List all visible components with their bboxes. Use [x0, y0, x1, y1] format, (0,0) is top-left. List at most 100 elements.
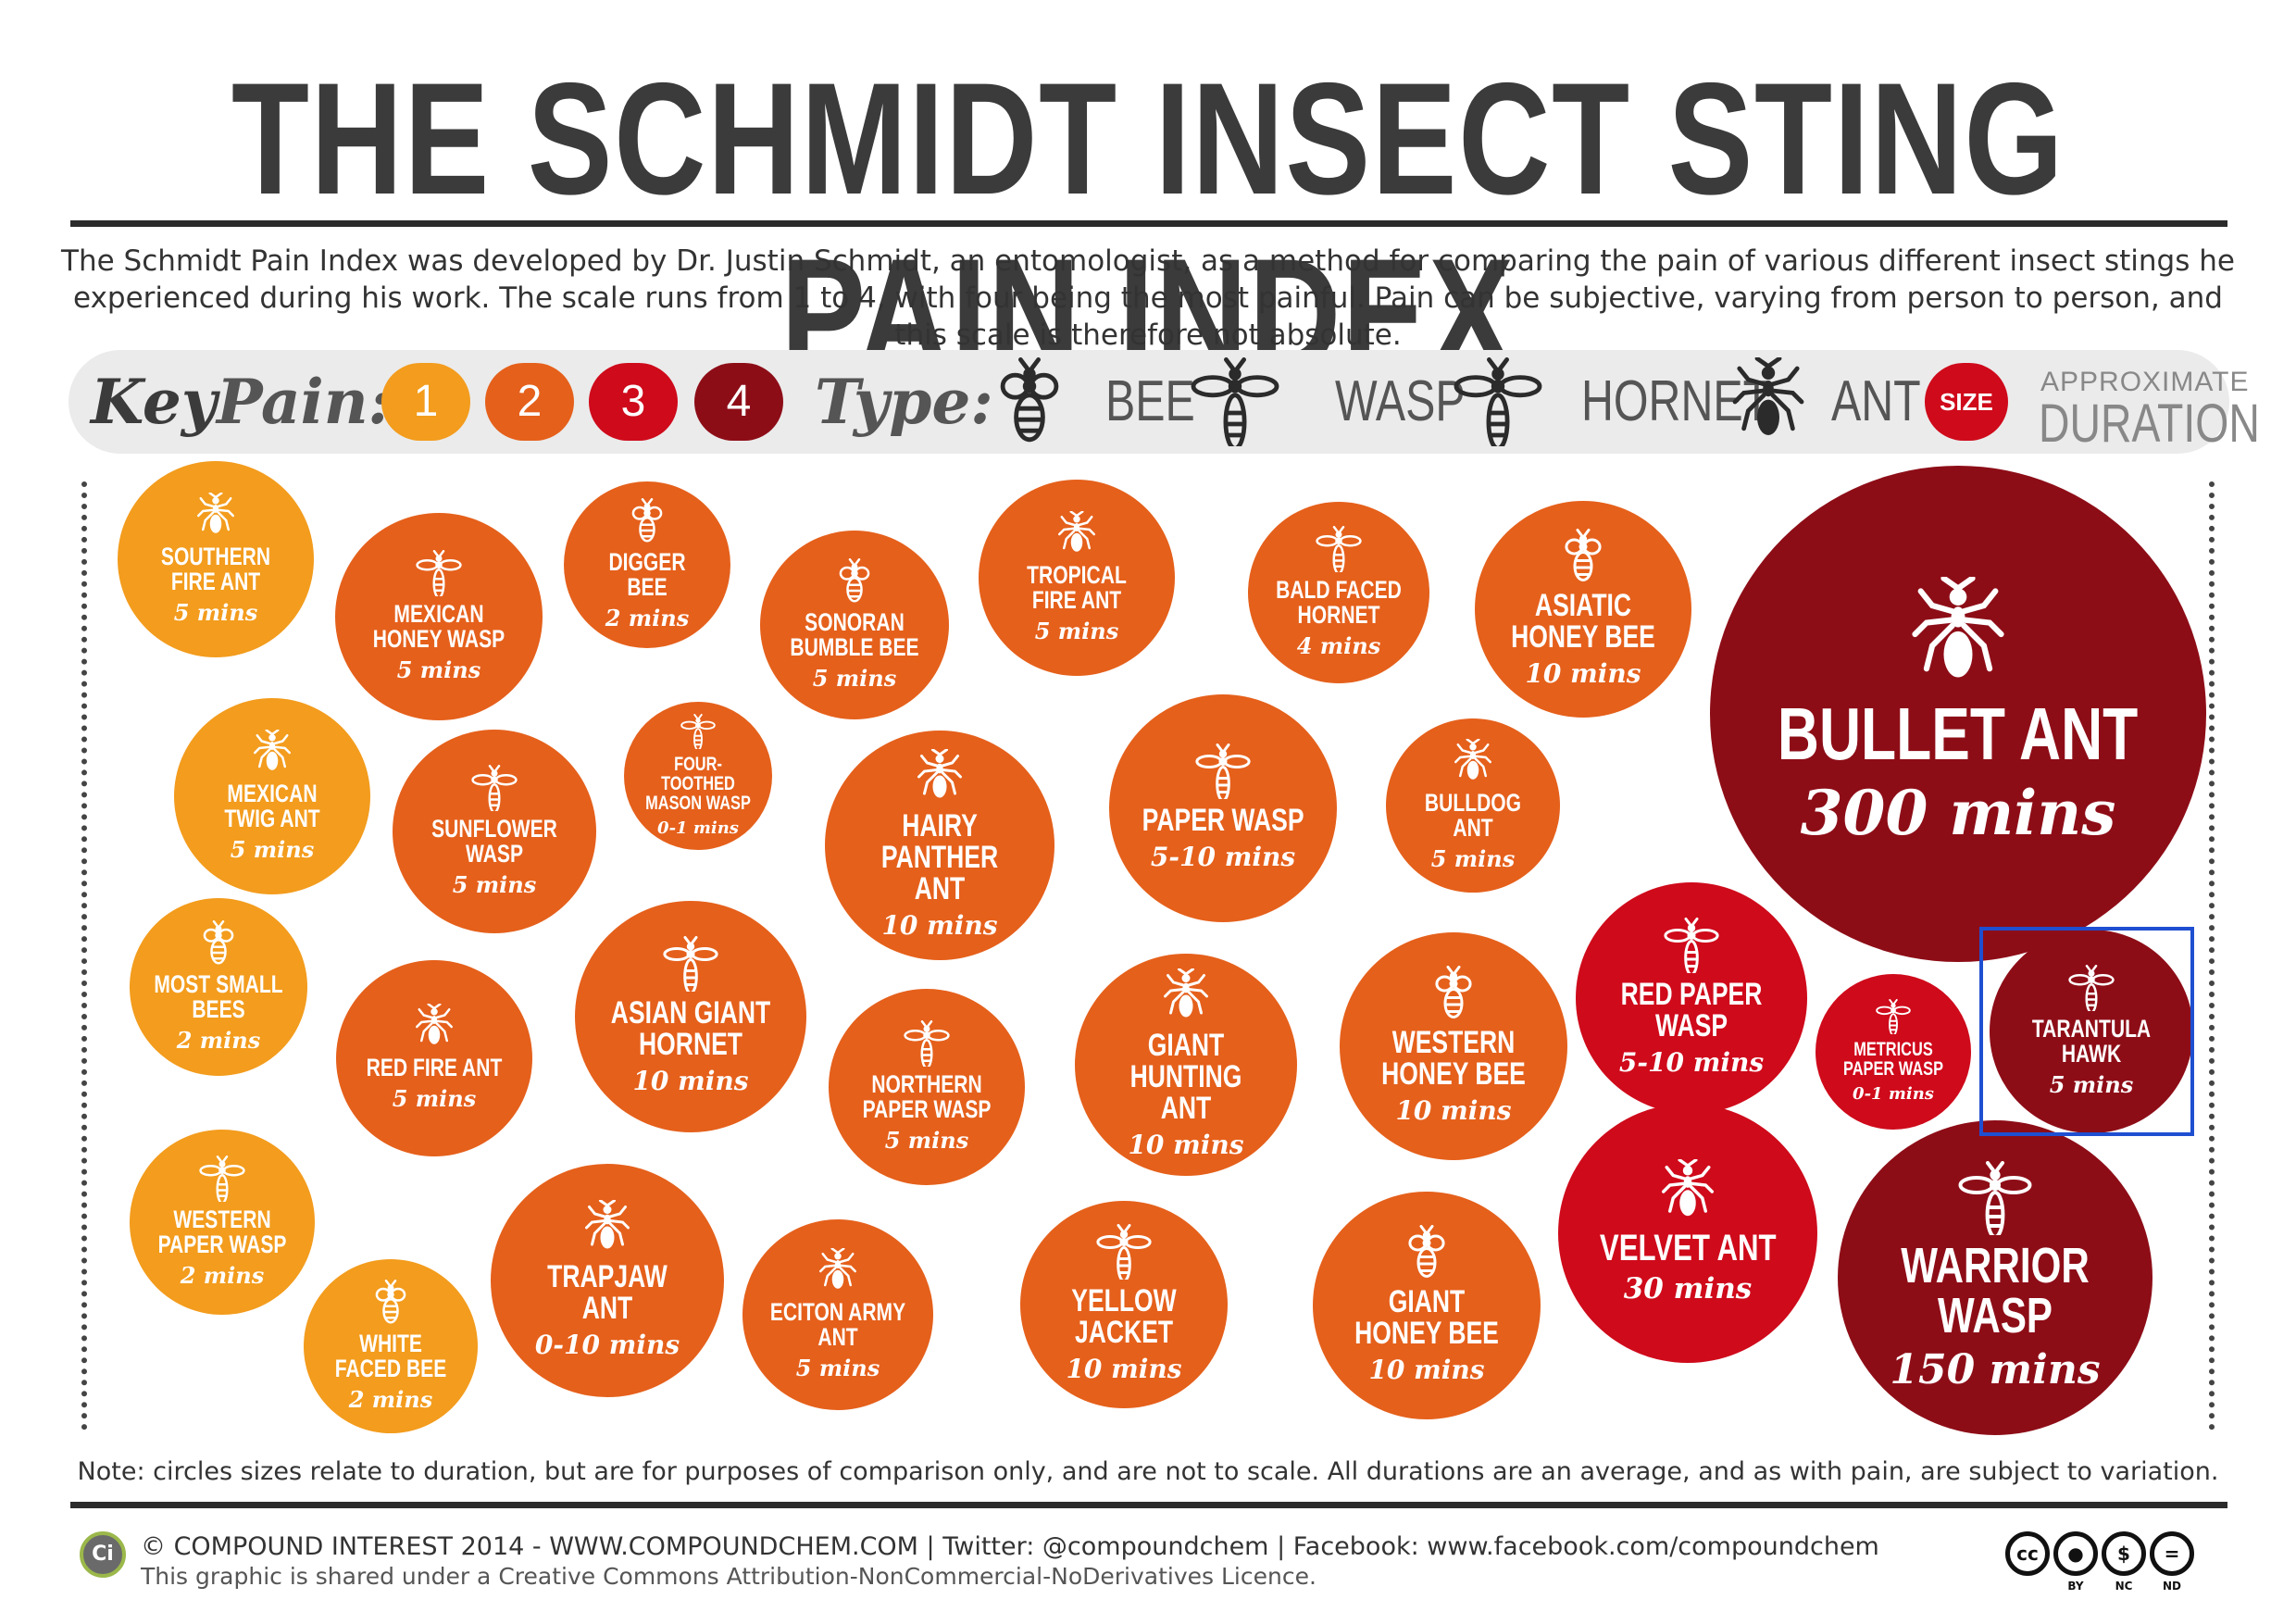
insect-name: WESTERN HONEY BEE	[1381, 1025, 1526, 1093]
insect-duration: 2 mins	[180, 1261, 265, 1289]
insect-bubble: SUNFLOWER WASP 5 mins	[393, 730, 596, 933]
insect-bubble: WESTERN HONEY BEE 10 mins	[1340, 932, 1567, 1160]
insect-name: MEXICAN HONEY WASP	[372, 599, 505, 653]
insect-bubble: MEXICAN TWIG ANT 5 mins	[174, 698, 370, 894]
insect-name: ASIAN GIANT HORNET	[610, 995, 771, 1063]
insect-name: NORTHERN PAPER WASP	[862, 1069, 992, 1123]
insect-bubble: GIANT HONEY BEE 10 mins	[1313, 1192, 1541, 1419]
bee-icon	[1555, 529, 1611, 590]
insect-bubble: TRAPJAW ANT 0-10 mins	[491, 1164, 724, 1397]
insect-bubble: BALD FACED HORNET 4 mins	[1248, 502, 1429, 683]
hornet-icon	[1454, 357, 1542, 451]
ant-icon	[193, 492, 239, 544]
insect-duration: 10 mins	[1066, 1354, 1182, 1385]
credit-line: © COMPOUND INTEREST 2014 - WWW.COMPOUNDC…	[141, 1532, 1879, 1561]
footer-divider	[70, 1502, 2227, 1508]
by-icon: ●	[2053, 1531, 2098, 1576]
insect-duration: 0-1 mins	[1853, 1084, 1934, 1105]
left-dotted-border	[81, 481, 87, 1430]
size-badge: SIZE	[1925, 363, 2008, 441]
ant-icon	[411, 1004, 457, 1056]
insect-duration: 2 mins	[605, 604, 690, 631]
insect-duration: 5 mins	[396, 656, 481, 683]
key-label: Key	[91, 366, 218, 438]
insect-name: RED PAPER WASP	[1620, 977, 1763, 1044]
nd-icon: =	[2150, 1531, 2194, 1576]
title-divider	[70, 220, 2227, 227]
ant-icon	[912, 749, 967, 810]
wasp-icon	[416, 549, 462, 602]
insect-name: VELVET ANT	[1599, 1228, 1777, 1269]
insect-name: TROPICAL FIRE ANT	[1027, 560, 1127, 614]
nc-label: NC	[2115, 1580, 2133, 1593]
insect-duration: 10 mins	[1368, 1355, 1485, 1386]
insect-name: SONORAN BUMBLE BEE	[790, 607, 919, 661]
bee-icon	[624, 497, 670, 550]
by-label: BY	[2067, 1580, 2084, 1593]
ant-icon	[580, 1200, 635, 1261]
ant-icon	[1901, 577, 2015, 697]
insect-name: DIGGER BEE	[608, 547, 686, 601]
insect-name: SOUTHERN FIRE ANT	[160, 542, 271, 595]
key-bar: Key Pain: 1 2 3 4 Type: BEE WASP	[69, 350, 2260, 454]
insect-duration: 10 mins	[1525, 658, 1641, 690]
insect-name: TRAPJAW ANT	[547, 1259, 668, 1327]
insect-name: PAPER WASP	[1142, 803, 1304, 839]
insect-name: GIANT HONEY BEE	[1354, 1284, 1499, 1352]
insect-duration: 5 mins	[392, 1085, 477, 1113]
insect-name: FOUR-TOOTHED MASON WASP	[645, 753, 751, 814]
insect-name: MEXICAN TWIG ANT	[224, 779, 320, 832]
insect-duration: 300 mins	[1800, 777, 2116, 850]
type-ant-label: ANT	[1831, 369, 1921, 433]
insect-bubble: BULLET ANT 300 mins	[1710, 466, 2206, 962]
nd-label: ND	[2162, 1580, 2181, 1593]
insect-duration: 5 mins	[230, 835, 315, 863]
footnote: Note: circles sizes relate to duration, …	[77, 1457, 2219, 1486]
insect-bubble: WHITE FACED BEE 2 mins	[304, 1259, 478, 1433]
insect-name: BULLDOG ANT	[1424, 788, 1522, 842]
insect-bubble: TROPICAL FIRE ANT 5 mins	[979, 480, 1175, 676]
insect-bubble: METRICUS PAPER WASP 0-1 mins	[1816, 974, 1971, 1130]
wasp-icon	[680, 713, 716, 755]
insect-duration: 30 mins	[1623, 1272, 1753, 1306]
insect-bubble: VELVET ANT 30 mins	[1558, 1104, 1817, 1363]
insect-name: GIANT HUNTING ANT	[1129, 1028, 1242, 1127]
ant-icon	[249, 729, 295, 781]
wasp-icon	[2068, 964, 2115, 1017]
insect-duration: 5 mins	[884, 1126, 969, 1154]
insect-duration: 5 mins	[1034, 617, 1119, 644]
hornet-icon	[663, 936, 718, 997]
wasp-icon	[1958, 1160, 2032, 1241]
pain-level-3: 3	[589, 363, 678, 441]
wasp-icon	[904, 1019, 950, 1072]
insect-duration: 5 mins	[173, 598, 258, 626]
insect-bubble: RED FIRE ANT 5 mins	[336, 960, 532, 1156]
bee-icon	[1426, 966, 1481, 1027]
insect-duration: 4 mins	[1296, 631, 1381, 659]
insect-name: BULLET ANT	[1778, 693, 2139, 776]
insect-name: WHITE FACED BEE	[334, 1329, 447, 1382]
insect-duration: 10 mins	[881, 910, 998, 942]
insect-bubble: WARRIOR WASP 150 mins	[1838, 1120, 2152, 1435]
duration-label: DURATION	[2039, 394, 2260, 454]
insect-duration: 2 mins	[176, 1026, 261, 1054]
type-label: Type:	[815, 366, 993, 438]
bee-icon	[195, 919, 242, 972]
insect-bubble: ECITON ARMY ANT 5 mins	[742, 1219, 933, 1410]
insect-name: METRICUS PAPER WASP	[1842, 1039, 1944, 1081]
wasp-icon	[1191, 357, 1279, 451]
page-title: THE SCHMIDT INSECT STING PAIN INDEX	[231, 50, 2065, 404]
insect-name: SUNFLOWER WASP	[431, 814, 557, 868]
insect-duration: 5-10 mins	[1618, 1047, 1765, 1079]
insect-name: YELLOW JACKET	[1071, 1283, 1177, 1351]
wasp-icon	[1195, 743, 1251, 805]
insect-name: MOST SMALL BEES	[154, 969, 283, 1023]
insect-duration: 5 mins	[795, 1354, 880, 1381]
insect-name: RED FIRE ANT	[366, 1054, 503, 1082]
insect-duration: 10 mins	[632, 1066, 749, 1097]
bee-icon	[368, 1279, 414, 1331]
insect-name: WESTERN PAPER WASP	[157, 1205, 287, 1258]
type-bee-label: BEE	[1105, 369, 1195, 433]
insect-bubble: RED PAPER WASP 5-10 mins	[1576, 882, 1807, 1114]
ant-icon	[1054, 510, 1100, 563]
